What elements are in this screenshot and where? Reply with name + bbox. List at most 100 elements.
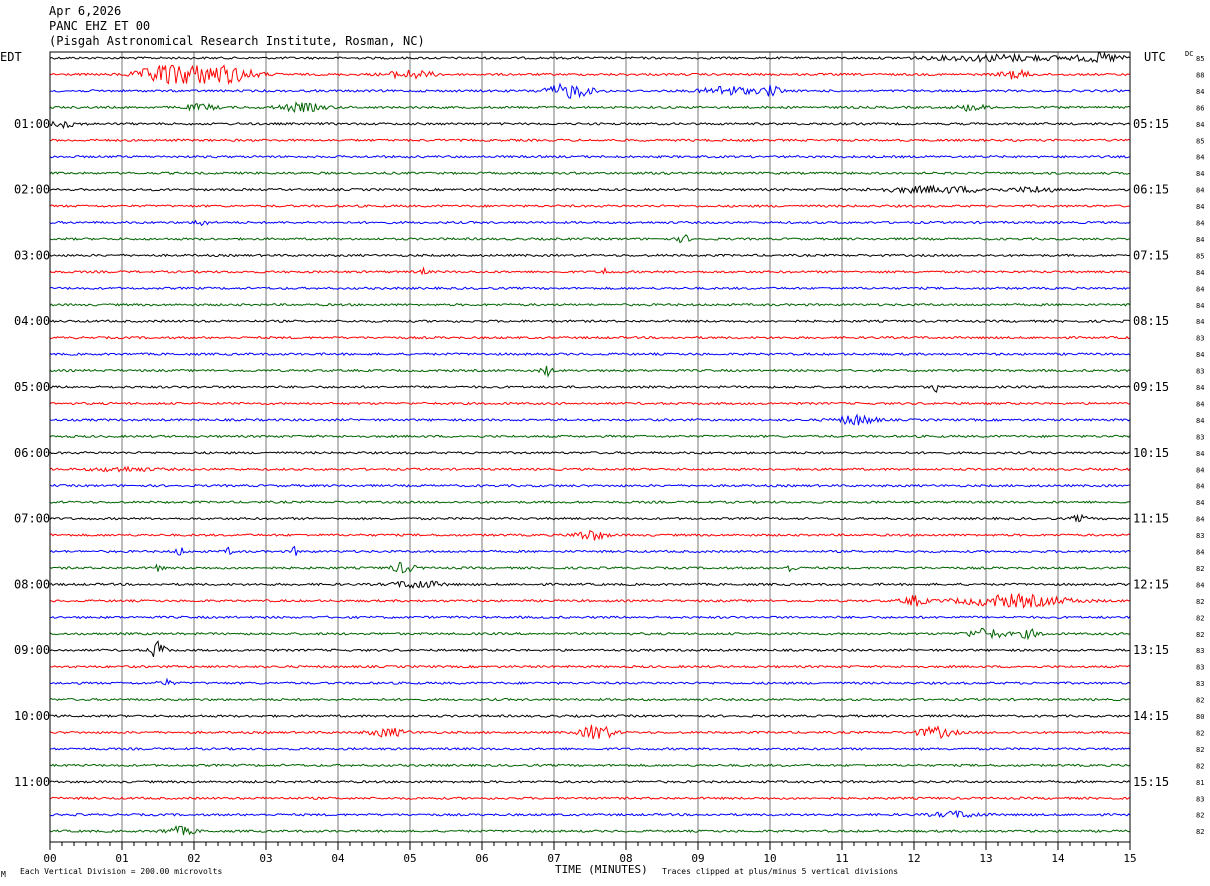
trace-5 [49,120,1131,130]
trace-20 [49,365,1131,378]
utc-hour-label: 05:15 [1133,117,1169,131]
dc-value: 85 [1196,252,1204,260]
clipping-note: Traces clipped at plus/minus 5 vertical … [662,867,898,876]
dc-value: 82 [1196,598,1204,606]
trace-16 [49,302,1131,307]
dc-value: 88 [1196,71,1204,79]
dc-value: 84 [1196,549,1204,557]
dc-value: 84 [1196,170,1204,178]
edt-hour-label: 09:00 [14,643,50,657]
trace-10 [49,204,1131,208]
utc-hour-label: 13:15 [1133,643,1169,657]
edt-hour-label: 11:00 [14,775,50,789]
dc-value: 84 [1196,351,1204,359]
edt-hour-labels: 01:00 02:00 03:00 04:00 05:00 06:00 07:00 08:00… [14,117,50,789]
trace-9 [49,184,1131,195]
trace-12 [49,234,1131,244]
dc-value: 83 [1196,368,1204,376]
dc-value: 82 [1196,729,1204,737]
edt-hour-label: 06:00 [14,446,50,460]
edt-hour-label: 10:00 [14,709,50,723]
dc-value: 80 [1196,713,1204,721]
dc-value: 83 [1196,647,1204,655]
header-station: PANC EHZ ET 00 [49,19,150,33]
x-tick-label: 12 [907,852,920,865]
trace-24 [49,434,1131,439]
trace-17 [49,319,1131,324]
dc-value: 84 [1196,483,1204,491]
dc-value: 82 [1196,565,1204,573]
trace-44 [49,763,1131,768]
dc-value: 84 [1196,417,1204,425]
trace-26 [49,465,1131,473]
trace-32 [49,561,1131,574]
x-tick-label: 08 [619,852,632,865]
trace-42 [49,724,1131,740]
trace-35 [49,615,1131,620]
dc-value: 84 [1196,466,1204,474]
trace-36 [49,627,1131,641]
x-tick-label: 07 [547,852,560,865]
x-tick-label: 11 [835,852,848,865]
utc-hour-label: 14:15 [1133,709,1169,723]
trace-25 [49,450,1131,455]
dc-value: 82 [1196,746,1204,754]
dc-value: 83 [1196,795,1204,803]
trace-28 [49,500,1131,505]
utc-hour-label: 11:15 [1133,512,1169,526]
x-axis-title: TIME (MINUTES) [555,863,648,876]
dc-value: 84 [1196,269,1204,277]
x-tick-label: 15 [1123,852,1136,865]
trace-2 [49,64,1131,85]
trace-14 [49,266,1131,276]
dc-value: 84 [1196,499,1204,507]
utc-hour-labels: 05:15 06:15 07:15 08:15 09:15 10:15 11:15 12:15… [1133,117,1169,789]
trace-40 [50,697,1131,702]
dc-value: 84 [1196,581,1204,589]
trace-3 [49,82,1131,99]
x-tick-label: 03 [259,852,272,865]
trace-22 [49,401,1131,406]
minute-gridlines [121,52,1059,842]
trace-8 [49,171,1131,176]
edt-hour-label: 01:00 [14,117,50,131]
dc-value: 84 [1196,203,1204,211]
dc-value: 82 [1196,697,1204,705]
dc-value: 84 [1196,121,1204,129]
dc-value: 85 [1196,137,1204,145]
trace-21 [49,384,1131,393]
x-tick-label: 00 [43,852,56,865]
dc-offset-labels: 85 88 84 86 84 85 84 84 84 84 84 84 85 84 84 84 84 83 84 83… [1196,55,1204,836]
trace-38 [49,664,1131,669]
trace-29 [49,513,1131,523]
dc-value: 84 [1196,400,1204,408]
trace-43 [49,746,1131,751]
dc-value: 83 [1196,680,1204,688]
edt-hour-label: 07:00 [14,512,50,526]
trace-4 [49,101,1131,114]
trace-27 [49,483,1131,488]
dc-value: 84 [1196,187,1204,195]
corner-mark: M [1,870,6,879]
edt-hour-label: 05:00 [14,380,50,394]
plot-frame [49,51,1131,843]
dc-axis-label: DC [1185,50,1193,58]
dc-value: 81 [1196,779,1204,787]
dc-value: 84 [1196,236,1204,244]
x-tick-label: 10 [763,852,776,865]
dc-value: 83 [1196,532,1204,540]
trace-15 [49,286,1131,291]
utc-hour-label: 15:15 [1133,775,1169,789]
dc-value: 82 [1196,614,1204,622]
dc-value: 85 [1196,55,1204,63]
x-tick-label: 14 [1051,852,1065,865]
trace-13 [49,253,1131,258]
dc-value: 84 [1196,88,1204,96]
vertical-division-note: Each Vertical Division = 200.00 microvol… [20,867,222,876]
dc-value: 84 [1196,154,1204,162]
trace-23 [49,413,1131,426]
trace-33 [49,580,1130,590]
x-tick-label: 13 [979,852,992,865]
dc-value: 84 [1196,220,1204,228]
